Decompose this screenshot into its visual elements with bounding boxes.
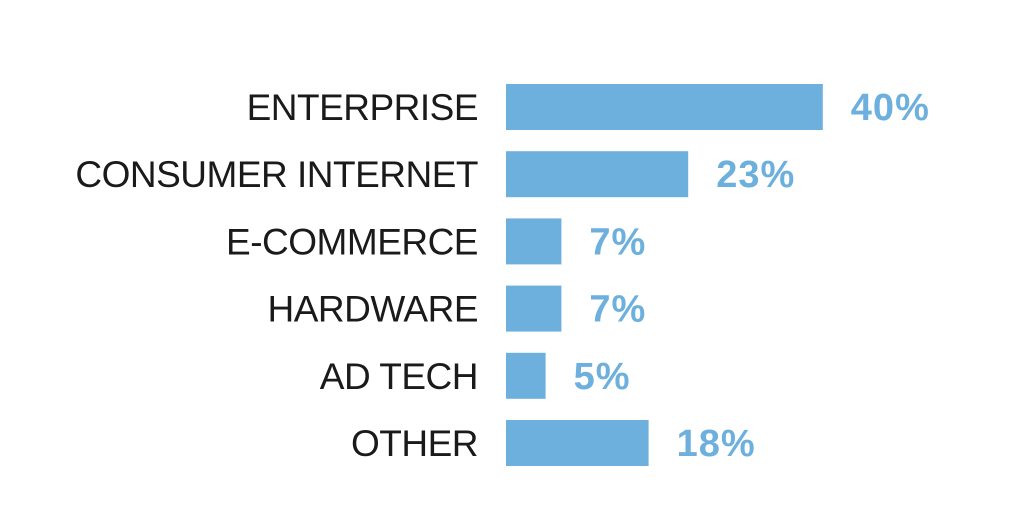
bar-enterprise bbox=[506, 84, 823, 130]
bar-hardware bbox=[506, 285, 562, 332]
value-label: 7% bbox=[589, 289, 646, 331]
value-label: 18% bbox=[677, 423, 756, 465]
bar-ad-tech bbox=[506, 352, 546, 399]
category-label: CONSUMER INTERNET bbox=[75, 154, 478, 195]
category-label: AD TECH bbox=[320, 356, 478, 397]
category-label: OTHER bbox=[351, 423, 478, 464]
bar-e-commerce bbox=[506, 218, 562, 265]
bar-other bbox=[506, 420, 649, 466]
value-label: 40% bbox=[851, 87, 930, 129]
value-label: 23% bbox=[716, 154, 795, 196]
category-label: HARDWARE bbox=[268, 289, 478, 330]
category-label: E-COMMERCE bbox=[226, 221, 478, 262]
value-label: 7% bbox=[589, 221, 646, 263]
bar-consumer-internet bbox=[506, 151, 689, 198]
value-label: 5% bbox=[574, 356, 631, 398]
category-label: ENTERPRISE bbox=[247, 87, 478, 128]
